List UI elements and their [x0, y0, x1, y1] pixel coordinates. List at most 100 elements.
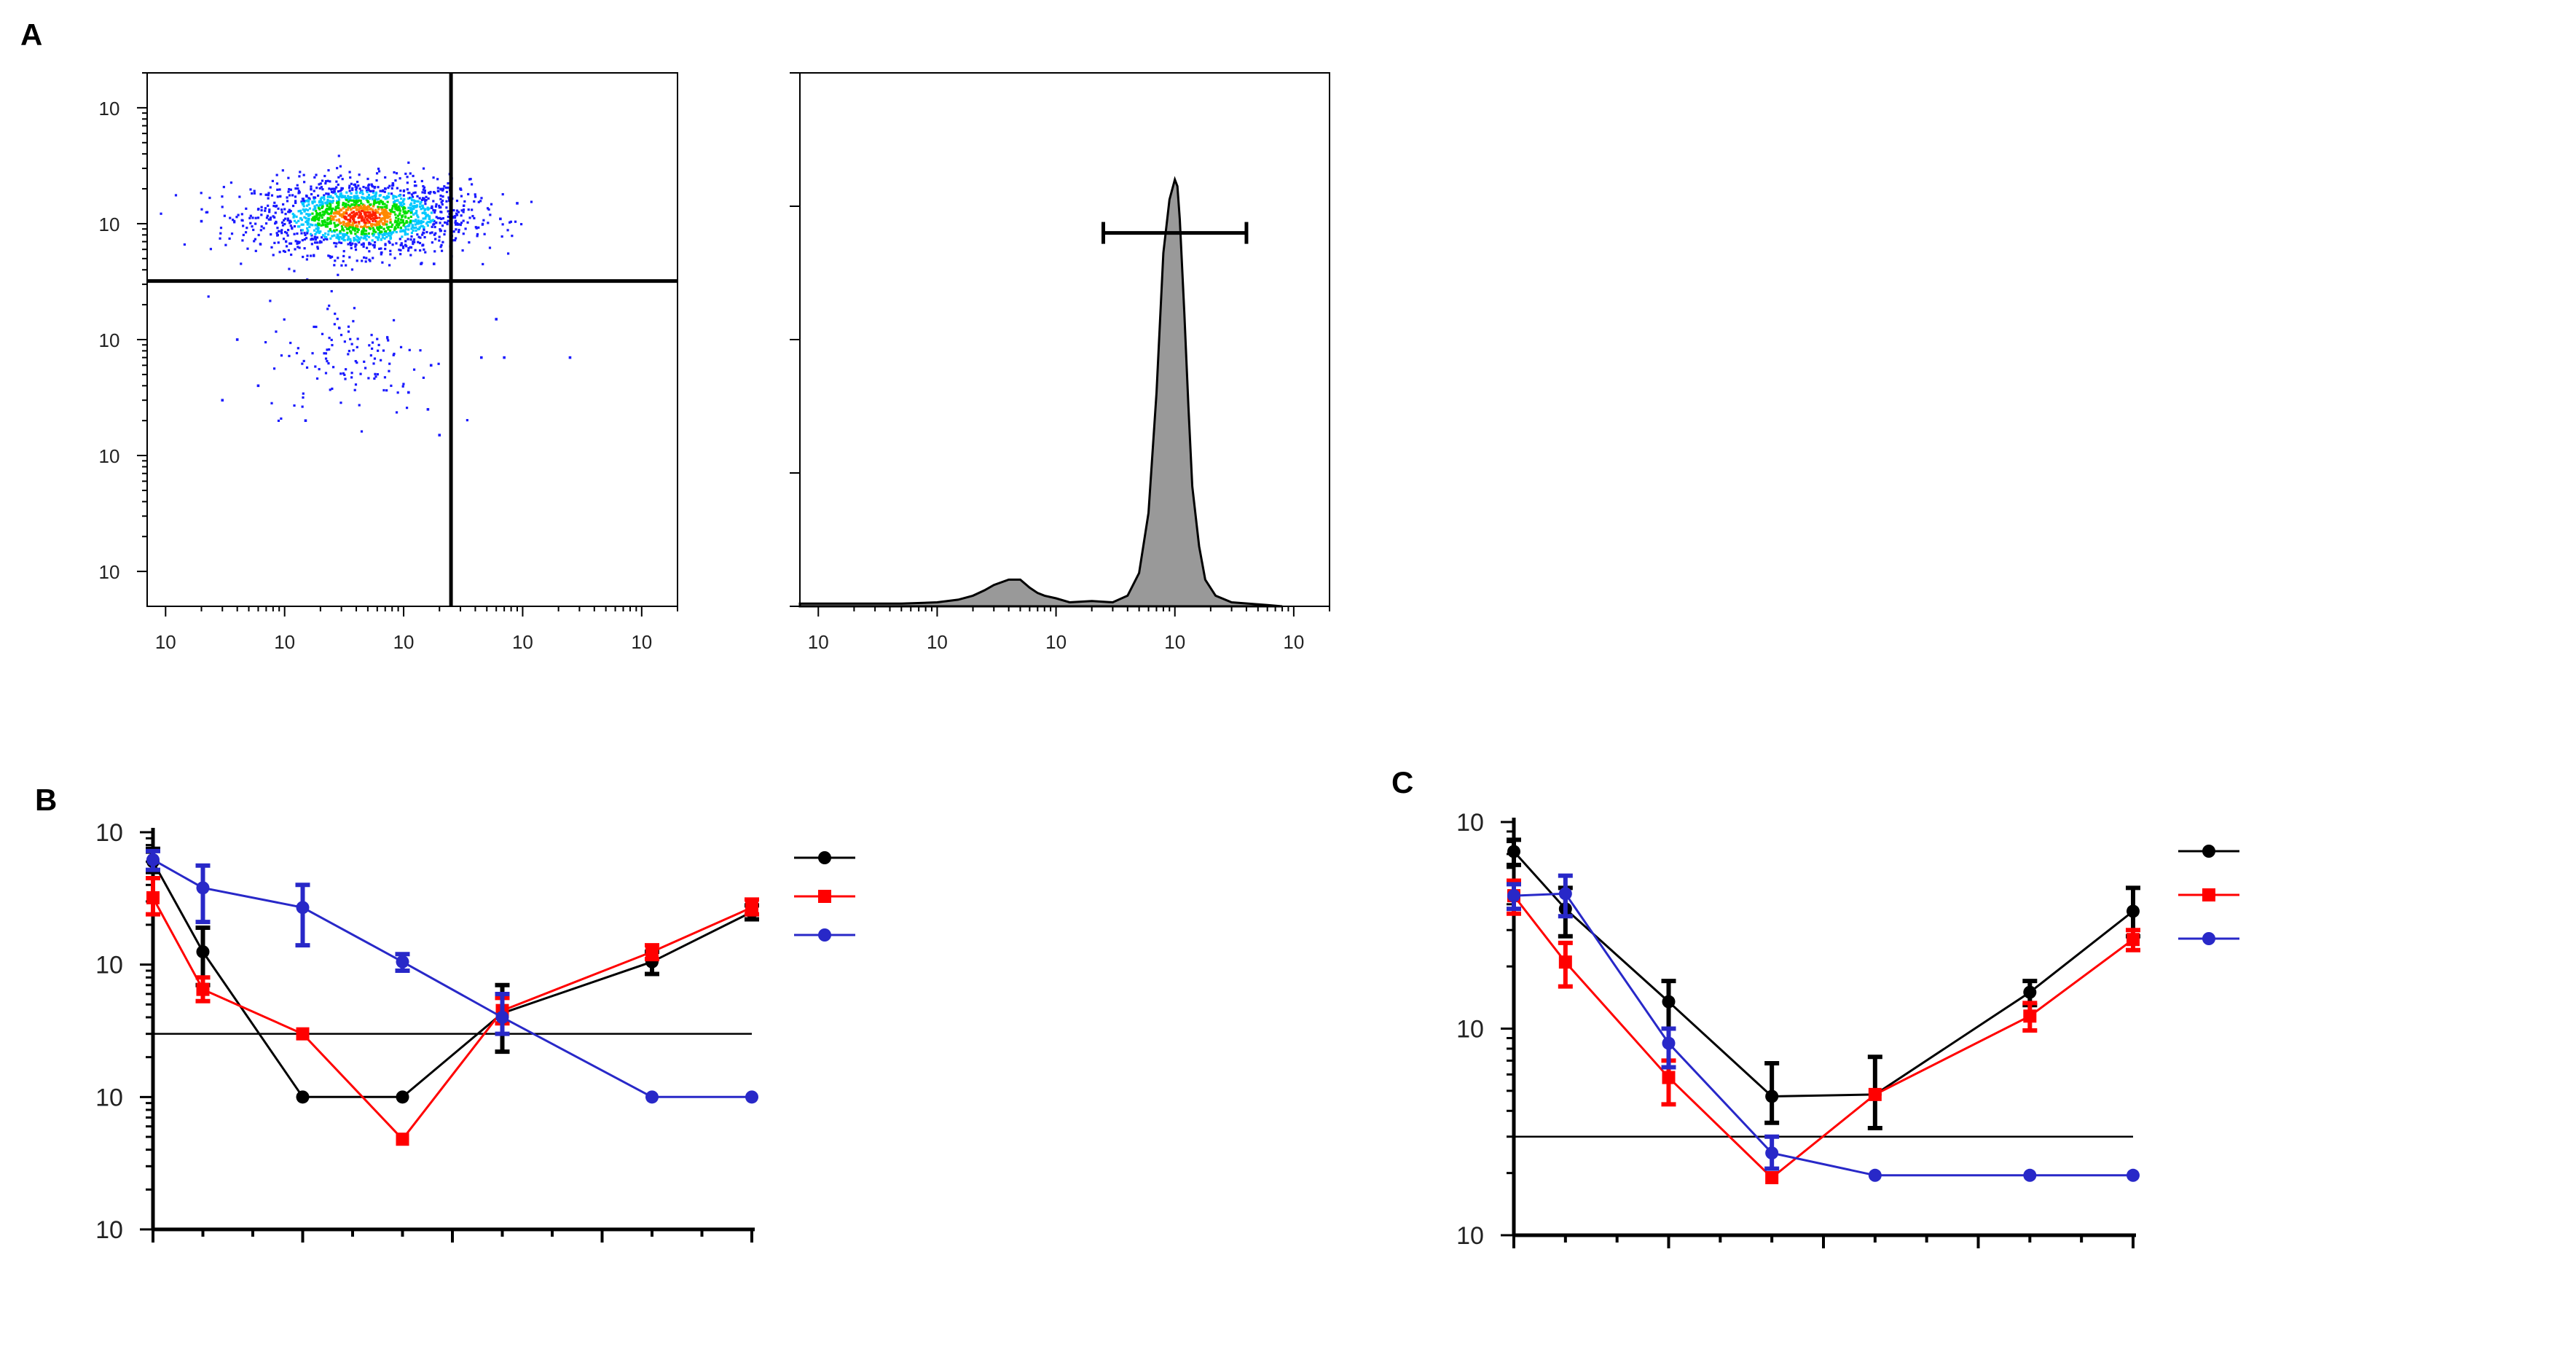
event-dot [313, 216, 316, 220]
event-dot [343, 373, 346, 376]
event-dot [439, 222, 441, 224]
event-dot [396, 199, 398, 202]
event-dot [307, 214, 310, 217]
event-dot [264, 341, 267, 344]
event-dot [398, 201, 401, 204]
event-dot [251, 192, 254, 195]
event-dot [488, 246, 492, 249]
event-dot [439, 229, 443, 232]
event-dot [339, 235, 342, 239]
event-dot [408, 224, 411, 227]
event-dot [294, 195, 297, 198]
event-dot [274, 211, 277, 214]
event-dot [313, 197, 315, 200]
event-dot [429, 190, 432, 194]
event-dot [386, 226, 389, 229]
event-dot [287, 249, 291, 252]
event-dot [455, 212, 458, 215]
event-dot [257, 233, 260, 237]
event-dot [407, 247, 410, 250]
event-dot [373, 199, 376, 202]
event-dot [370, 334, 373, 337]
event-dot [509, 220, 513, 223]
event-dot [294, 187, 297, 190]
event-dot [295, 215, 298, 218]
event-dot [347, 214, 350, 217]
event-dot [388, 232, 391, 235]
event-dot [349, 176, 352, 179]
event-dot [390, 231, 393, 234]
event-dot [385, 220, 389, 223]
event-dot [291, 204, 295, 208]
event-dot [360, 216, 363, 220]
event-dot [280, 208, 283, 211]
event-dot [246, 227, 248, 230]
event-dot [418, 241, 422, 245]
y-tick-label: 10 [99, 329, 120, 351]
event-dot [221, 206, 224, 208]
event-dot [306, 230, 309, 233]
data-point [1765, 1089, 1779, 1103]
event-dot [297, 246, 299, 249]
event-dot [276, 188, 279, 191]
event-dot [474, 193, 476, 196]
event-dot [354, 225, 358, 228]
event-dot [347, 325, 350, 328]
event-dot [363, 208, 366, 211]
event-dot [360, 206, 363, 209]
event-dot [380, 200, 382, 203]
event-dot [403, 206, 406, 209]
event-dot [377, 343, 380, 347]
event-dot [411, 195, 415, 198]
event-dot [361, 230, 364, 232]
event-dot [363, 256, 366, 259]
event-dot [367, 214, 371, 217]
event-dot [422, 220, 425, 223]
event-dot [276, 227, 279, 230]
event-dot [342, 372, 345, 375]
event-dot [356, 230, 359, 234]
event-dot [358, 208, 361, 211]
event-dot [321, 196, 323, 199]
event-dot [340, 225, 343, 228]
event-dot [312, 216, 315, 219]
data-point [396, 1090, 409, 1104]
event-dot [401, 200, 404, 204]
event-dot [390, 209, 393, 212]
event-dot [416, 214, 419, 217]
event-dot [331, 216, 335, 219]
legend-swatch-marker [818, 890, 831, 903]
event-dot [439, 228, 441, 231]
event-dot [390, 225, 393, 228]
event-dot [383, 376, 387, 379]
event-dot [323, 198, 326, 201]
event-dot [361, 190, 364, 193]
event-dot [277, 419, 280, 423]
event-dot [310, 192, 313, 196]
event-dot [387, 187, 390, 189]
event-dot [390, 192, 393, 195]
event-dot [357, 228, 360, 232]
event-dot [208, 196, 211, 200]
event-dot [319, 201, 323, 204]
event-dot [398, 177, 401, 180]
event-dot [365, 257, 368, 259]
event-dot [372, 243, 375, 246]
event-dot [205, 211, 208, 214]
event-dot [429, 364, 433, 367]
event-dot [468, 216, 471, 219]
event-dot [347, 227, 350, 230]
event-dot [447, 187, 449, 189]
event-dot [424, 212, 427, 215]
event-dot [302, 396, 305, 399]
event-dot [409, 246, 412, 249]
event-dot [358, 191, 361, 195]
event-dot [337, 257, 339, 259]
event-dot [293, 404, 296, 407]
event-dot [315, 204, 318, 207]
event-dot [373, 377, 376, 380]
event-dot [320, 203, 323, 207]
event-dot [401, 245, 405, 248]
event-dot [229, 216, 232, 219]
event-dot [339, 165, 342, 168]
